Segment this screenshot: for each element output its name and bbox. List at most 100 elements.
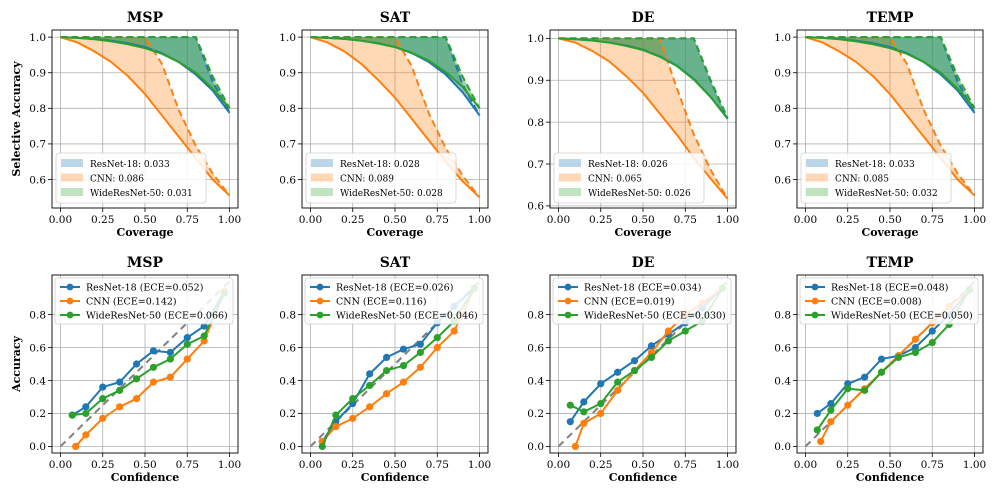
y-tick-label: 0.6 bbox=[29, 174, 46, 186]
y-tick-label: 0.2 bbox=[279, 408, 296, 420]
plot-area bbox=[59, 280, 231, 451]
data-point-wideresnet-50 bbox=[382, 366, 391, 375]
legend-box bbox=[304, 277, 484, 325]
legend-label-wideresnet-50: WideResNet-50: 0.031 bbox=[90, 189, 193, 199]
legend: ResNet-18 (ECE=0.048) CNN (ECE=0.008) Wide… bbox=[799, 277, 979, 325]
legend-swatch-resnet-18 bbox=[61, 159, 83, 167]
chart-title: MSP bbox=[127, 255, 164, 271]
legend-box bbox=[800, 152, 952, 204]
legend-label-resnet-18: ResNet-18: 0.026 bbox=[588, 160, 668, 170]
data-point-cnn bbox=[332, 423, 340, 431]
panel-rc-msp: 0.00 0.25 0.50 0.75 1.00 0.6 0.7 0.8 0.9 1.0 MSP Co… bbox=[10, 10, 241, 239]
x-tick-label: 0.25 bbox=[341, 459, 364, 471]
x-tick-label: 0.75 bbox=[921, 214, 944, 226]
x-tick-label: 0.00 bbox=[547, 214, 570, 226]
y-tick-label: 0.6 bbox=[527, 201, 544, 213]
optimal-line-wideresnet-50 bbox=[805, 36, 976, 109]
gap-area-resnet-18 bbox=[60, 37, 230, 113]
legend: ResNet-18: 0.033 CNN: 0.086 WideResNet-50:… bbox=[55, 152, 207, 204]
x-axis-label: Confidence bbox=[856, 471, 924, 484]
data-point-wideresnet-50 bbox=[399, 362, 408, 370]
y-tick-label: 0.2 bbox=[29, 408, 46, 420]
x-tick-label: 0.75 bbox=[176, 214, 199, 226]
gap-area-wideresnet-50 bbox=[60, 37, 230, 109]
data-point-resnet-18 bbox=[844, 380, 852, 388]
data-point-wideresnet-50 bbox=[681, 327, 689, 335]
gap-area-cnn bbox=[60, 37, 230, 196]
legend-marker-cnn bbox=[811, 297, 819, 305]
data-point-resnet-18 bbox=[116, 378, 124, 386]
data-point-resnet-18 bbox=[399, 345, 408, 353]
data-point-resnet-18 bbox=[647, 342, 656, 350]
panel-rc-temp: 0.00 0.25 0.50 0.75 1.00 0.6 0.7 0.8 0.9 1.0 TEMP C… bbox=[774, 10, 986, 239]
legend-label-wideresnet-50: WideResNet-50 (ECE=0.046) bbox=[336, 311, 478, 322]
data-point-wideresnet-50 bbox=[332, 411, 340, 419]
legend: ResNet-18 (ECE=0.034) CNN (ECE=0.019) Wide… bbox=[552, 277, 732, 325]
legend-swatch-wideresnet-50 bbox=[311, 188, 333, 196]
x-tick-label: 0.00 bbox=[49, 214, 72, 226]
data-point-wideresnet-50 bbox=[416, 348, 424, 357]
legend-label-resnet-18: ResNet-18 (ECE=0.034) bbox=[584, 283, 701, 294]
data-point-wideresnet-50 bbox=[877, 368, 886, 376]
data-point-cnn bbox=[844, 401, 852, 409]
legend-label-cnn: CNN (ECE=0.142) bbox=[86, 297, 177, 308]
data-point-cnn bbox=[664, 327, 672, 335]
x-tick-label: 1.00 bbox=[218, 459, 241, 471]
y-tick-label: 1.0 bbox=[774, 32, 791, 44]
data-point-resnet-18 bbox=[566, 418, 574, 426]
legend: ResNet-18: 0.028 CNN: 0.089 WideResNet-50:… bbox=[305, 152, 457, 204]
actual-line-wideresnet-50 bbox=[60, 36, 231, 109]
data-point-wideresnet-50 bbox=[433, 334, 441, 342]
x-tick-label: 0.75 bbox=[426, 459, 449, 471]
y-tick-label: 0.6 bbox=[279, 174, 296, 186]
data-point-cnn bbox=[183, 355, 191, 363]
x-tick-label: 0.50 bbox=[878, 214, 901, 226]
data-point-wideresnet-50 bbox=[318, 442, 326, 451]
data-point-cnn bbox=[72, 442, 80, 451]
data-point-wideresnet-50 bbox=[928, 338, 936, 347]
legend-swatch-resnet-18 bbox=[311, 159, 333, 167]
data-point-wideresnet-50 bbox=[664, 337, 672, 345]
y-tick-label: 0.6 bbox=[279, 342, 296, 354]
data-point-cnn bbox=[382, 390, 391, 398]
x-tick-label: 0.25 bbox=[836, 214, 859, 226]
data-point-wideresnet-50 bbox=[827, 406, 835, 414]
legend-box bbox=[799, 277, 979, 325]
y-tick-label: 1.0 bbox=[527, 33, 544, 45]
chart-title: DE bbox=[632, 10, 655, 26]
legend: ResNet-18: 0.033 CNN: 0.085 WideResNet-50:… bbox=[800, 152, 952, 204]
data-point-resnet-18 bbox=[132, 360, 141, 368]
data-point-resnet-18 bbox=[166, 348, 174, 357]
calibration-line-cnn bbox=[321, 287, 476, 443]
panel-rc-sat: 0.00 0.25 0.50 0.75 1.00 0.6 0.7 0.8 0.9 1.0 SAT Co… bbox=[279, 10, 491, 239]
data-point-wideresnet-50 bbox=[183, 340, 191, 348]
legend-label-resnet-18: ResNet-18 (ECE=0.048) bbox=[831, 283, 948, 294]
data-point-resnet-18 bbox=[149, 347, 158, 355]
gap-area-wideresnet-50 bbox=[558, 38, 728, 118]
legend-swatch-cnn bbox=[806, 173, 828, 182]
legend-swatch-resnet-18 bbox=[559, 159, 581, 167]
gap-area-cnn bbox=[805, 37, 975, 196]
data-point-cnn bbox=[82, 431, 90, 439]
x-axis-label: Coverage bbox=[861, 226, 918, 239]
x-tick-label: 0.25 bbox=[91, 459, 114, 471]
y-tick-label: 0.4 bbox=[29, 375, 46, 387]
legend-marker-cnn bbox=[564, 297, 572, 305]
y-tick-label: 0.7 bbox=[774, 139, 791, 151]
y-tick-label: 0.8 bbox=[279, 309, 296, 321]
y-tick-label: 0.0 bbox=[527, 441, 544, 453]
legend-swatch-cnn bbox=[61, 173, 83, 182]
data-point-wideresnet-50 bbox=[813, 426, 821, 434]
chart-title: TEMP bbox=[866, 255, 914, 271]
x-tick-label: 0.75 bbox=[426, 214, 449, 226]
data-point-wideresnet-50 bbox=[349, 395, 357, 403]
y-tick-label: 0.8 bbox=[774, 103, 791, 115]
x-tick-label: 0.00 bbox=[299, 459, 322, 471]
data-point-resnet-18 bbox=[382, 353, 391, 362]
legend-swatch-wideresnet-50 bbox=[61, 188, 83, 196]
chart-title: SAT bbox=[380, 255, 411, 271]
legend: ResNet-18 (ECE=0.052) CNN (ECE=0.142) Wide… bbox=[54, 277, 234, 325]
y-tick-label: 0.9 bbox=[279, 68, 296, 80]
gap-area-cnn bbox=[558, 38, 728, 199]
